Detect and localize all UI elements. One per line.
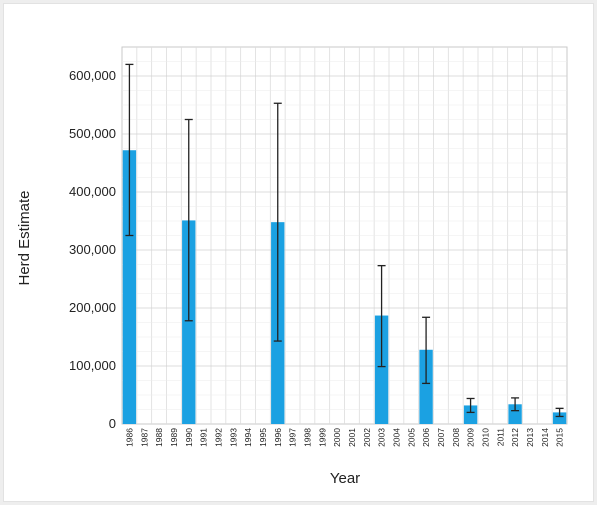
y-axis-ticks: 0 100,000 200,000 300,000 400,000 500,000 600,… bbox=[69, 68, 116, 431]
x-tick-label: 1992 bbox=[213, 428, 223, 447]
x-tick-label: 1996 bbox=[273, 428, 283, 447]
x-tick-label: 1994 bbox=[243, 428, 253, 447]
x-axis-ticks: 1986 1987 1988 1989 1990 1991 1992 1993 1994 1995… bbox=[124, 428, 564, 447]
x-tick-label: 2011 bbox=[495, 428, 505, 447]
x-axis-label: Year bbox=[330, 470, 360, 487]
bar-2015 bbox=[552, 412, 567, 424]
y-tick-label: 300,000 bbox=[69, 242, 116, 257]
y-tick-label: 0 bbox=[109, 416, 116, 431]
x-tick-label: 2014 bbox=[540, 428, 550, 447]
y-tick-label: 400,000 bbox=[69, 184, 116, 199]
bar-1990 bbox=[182, 220, 196, 424]
x-tick-label: 1990 bbox=[184, 428, 194, 447]
y-tick-label: 200,000 bbox=[69, 300, 116, 315]
x-tick-label: 2005 bbox=[406, 428, 416, 447]
bar-2006 bbox=[419, 349, 433, 424]
x-tick-label: 2003 bbox=[377, 428, 387, 447]
x-tick-label: 2008 bbox=[451, 428, 461, 447]
x-tick-label: 1995 bbox=[258, 428, 268, 447]
x-tick-label: 1988 bbox=[154, 428, 164, 447]
y-tick-label: 100,000 bbox=[69, 358, 116, 373]
x-tick-label: 2013 bbox=[525, 428, 535, 447]
y-axis-label: Herd Estimate bbox=[16, 190, 33, 285]
bar-1986 bbox=[122, 150, 137, 425]
x-tick-label: 2000 bbox=[332, 428, 342, 447]
x-tick-label: 2004 bbox=[391, 428, 401, 447]
x-tick-label: 2006 bbox=[421, 428, 431, 447]
x-tick-label: 2012 bbox=[510, 428, 520, 447]
bar-2009 bbox=[463, 405, 478, 424]
x-tick-label: 1986 bbox=[124, 428, 134, 447]
x-tick-label: 2009 bbox=[466, 428, 476, 447]
x-tick-label: 2002 bbox=[362, 428, 372, 447]
x-tick-label: 2010 bbox=[480, 428, 490, 447]
x-tick-label: 1993 bbox=[228, 428, 238, 447]
x-tick-label: 1991 bbox=[199, 428, 209, 447]
x-tick-label: 1999 bbox=[317, 428, 327, 447]
bar-2003 bbox=[374, 315, 389, 424]
x-tick-label: 1998 bbox=[302, 428, 312, 447]
y-tick-label: 600,000 bbox=[69, 68, 116, 83]
x-tick-label: 2015 bbox=[555, 428, 565, 447]
grid bbox=[121, 46, 568, 425]
x-tick-label: 2007 bbox=[436, 428, 446, 447]
y-tick-label: 500,000 bbox=[69, 126, 116, 141]
x-tick-label: 1997 bbox=[288, 428, 298, 447]
x-tick-label: 1987 bbox=[139, 428, 149, 447]
x-tick-label: 1989 bbox=[169, 428, 179, 447]
bar-2012 bbox=[508, 404, 522, 424]
error-bars bbox=[125, 63, 564, 418]
chart-panel bbox=[3, 3, 594, 502]
x-tick-label: 2001 bbox=[347, 428, 357, 447]
